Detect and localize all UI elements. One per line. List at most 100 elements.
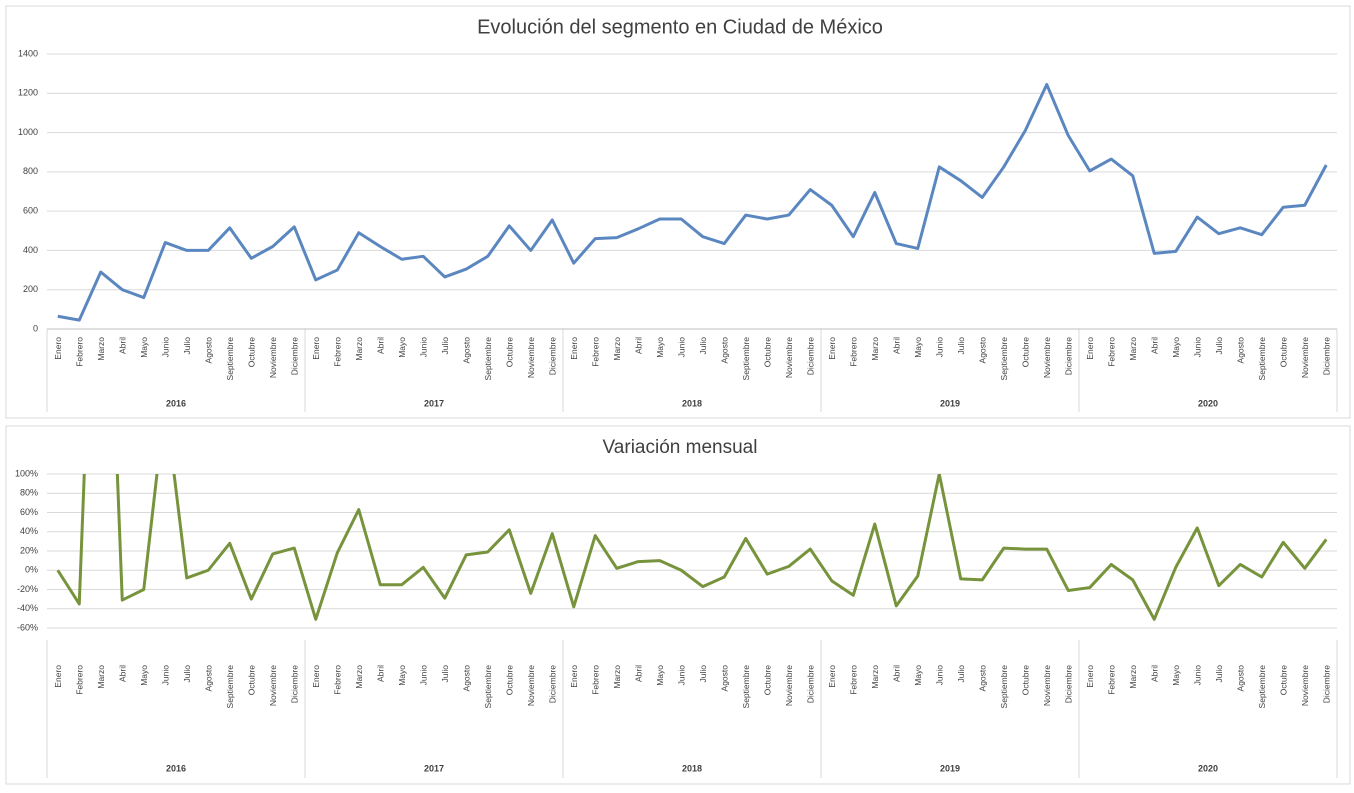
x-tick-label: Noviembre xyxy=(784,665,794,706)
x-tick-label: Enero xyxy=(53,337,63,360)
x-group-label: 2017 xyxy=(424,763,444,773)
x-tick-label: Junio xyxy=(935,665,945,686)
x-tick-label: Noviembre xyxy=(1300,665,1310,706)
y-tick-label: 80% xyxy=(20,488,38,498)
x-tick-label: Agosto xyxy=(204,665,214,692)
x-tick-label: Marzo xyxy=(612,665,622,689)
x-tick-label: Marzo xyxy=(354,337,364,361)
x-tick-label: Agosto xyxy=(978,337,988,364)
x-tick-label: Agosto xyxy=(462,665,472,692)
chart-panel xyxy=(5,425,1351,785)
x-tick-label: Mayo xyxy=(397,337,407,358)
x-group-label: 2016 xyxy=(166,398,186,408)
x-tick-label: Febrero xyxy=(849,665,859,695)
x-tick-label: Octubre xyxy=(247,337,257,368)
x-tick-label: Agosto xyxy=(462,337,472,364)
x-tick-label: Agosto xyxy=(1236,337,1246,364)
x-tick-label: Septiembre xyxy=(999,337,1009,381)
x-tick-label: Marzo xyxy=(870,337,880,361)
x-tick-label: Noviembre xyxy=(1300,337,1310,378)
x-tick-label: Julio xyxy=(698,337,708,355)
y-tick-label: -60% xyxy=(17,622,38,632)
y-tick-label: 600 xyxy=(23,206,38,216)
x-tick-label: Julio xyxy=(956,337,966,355)
x-tick-label: Mayo xyxy=(139,665,149,686)
x-tick-label: Julio xyxy=(1214,665,1224,683)
x-tick-label: Octubre xyxy=(1279,665,1289,696)
x-tick-label: Marzo xyxy=(354,665,364,689)
x-tick-label: Enero xyxy=(53,665,63,688)
x-tick-label: Abril xyxy=(118,337,128,354)
x-tick-label: Julio xyxy=(182,665,192,683)
x-tick-label: Julio xyxy=(440,665,450,683)
x-tick-label: Septiembre xyxy=(225,665,235,709)
x-tick-label: Diciembre xyxy=(548,337,558,376)
x-group-label: 2017 xyxy=(424,398,444,408)
x-tick-label: Enero xyxy=(311,337,321,360)
y-tick-label: 0% xyxy=(25,565,38,575)
x-tick-label: Junio xyxy=(935,337,945,358)
y-tick-label: 0 xyxy=(33,323,38,333)
x-tick-label: Junio xyxy=(1193,665,1203,686)
x-tick-label: Julio xyxy=(956,665,966,683)
x-tick-label: Junio xyxy=(677,337,687,358)
data-line xyxy=(57,82,1328,322)
x-group-label: 2019 xyxy=(940,398,960,408)
x-tick-label: Septiembre xyxy=(741,337,751,381)
x-tick-label: Abril xyxy=(892,665,902,682)
x-group-label: 2019 xyxy=(940,763,960,773)
x-tick-label: Febrero xyxy=(75,337,85,367)
chart-title: Evolución del segmento en Ciudad de Méxi… xyxy=(477,16,883,38)
y-tick-label: 100% xyxy=(15,468,38,478)
y-tick-label: 60% xyxy=(20,507,38,517)
x-tick-label: Octubre xyxy=(505,337,515,368)
x-tick-label: Abril xyxy=(1150,665,1160,682)
x-tick-label: Noviembre xyxy=(784,337,794,378)
x-tick-label: Septiembre xyxy=(999,665,1009,709)
x-tick-label: Enero xyxy=(827,665,837,688)
x-group-label: 2020 xyxy=(1198,763,1218,773)
x-tick-label: Enero xyxy=(1085,337,1095,360)
x-tick-label: Mayo xyxy=(655,665,665,686)
x-tick-label: Febrero xyxy=(1107,337,1117,367)
x-tick-label: Junio xyxy=(161,337,171,358)
x-tick-label: Marzo xyxy=(96,665,106,689)
x-tick-label: Febrero xyxy=(849,337,859,367)
x-tick-label: Junio xyxy=(419,337,429,358)
x-tick-label: Marzo xyxy=(1128,337,1138,361)
x-tick-label: Enero xyxy=(569,665,579,688)
x-tick-label: Julio xyxy=(440,337,450,355)
x-tick-label: Enero xyxy=(1085,665,1095,688)
x-tick-label: Mayo xyxy=(397,665,407,686)
y-tick-label: -20% xyxy=(17,584,38,594)
y-tick-label: 1200 xyxy=(18,88,38,98)
x-tick-label: Febrero xyxy=(591,665,601,695)
x-tick-label: Abril xyxy=(634,665,644,682)
x-tick-label: Marzo xyxy=(1128,665,1138,689)
x-tick-label: Julio xyxy=(182,337,192,355)
x-tick-label: Septiembre xyxy=(225,337,235,381)
x-tick-label: Abril xyxy=(376,337,386,354)
x-tick-label: Octubre xyxy=(1021,665,1031,696)
x-tick-label: Diciembre xyxy=(290,337,300,376)
x-tick-label: Abril xyxy=(1150,337,1160,354)
x-tick-label: Octubre xyxy=(1021,337,1031,368)
x-tick-label: Abril xyxy=(376,665,386,682)
x-tick-label: Diciembre xyxy=(806,337,816,376)
x-tick-label: Abril xyxy=(118,665,128,682)
x-tick-label: Diciembre xyxy=(548,665,558,704)
x-tick-label: Septiembre xyxy=(483,665,493,709)
y-tick-label: 800 xyxy=(23,166,38,176)
y-tick-label: 1400 xyxy=(18,48,38,58)
y-tick-label: 200 xyxy=(23,284,38,294)
x-tick-label: Octubre xyxy=(247,665,257,696)
x-tick-label: Febrero xyxy=(333,665,343,695)
x-tick-label: Enero xyxy=(827,337,837,360)
x-tick-label: Noviembre xyxy=(268,337,278,378)
x-tick-label: Abril xyxy=(634,337,644,354)
x-tick-label: Mayo xyxy=(913,337,923,358)
x-tick-label: Noviembre xyxy=(1042,665,1052,706)
x-tick-label: Noviembre xyxy=(268,665,278,706)
